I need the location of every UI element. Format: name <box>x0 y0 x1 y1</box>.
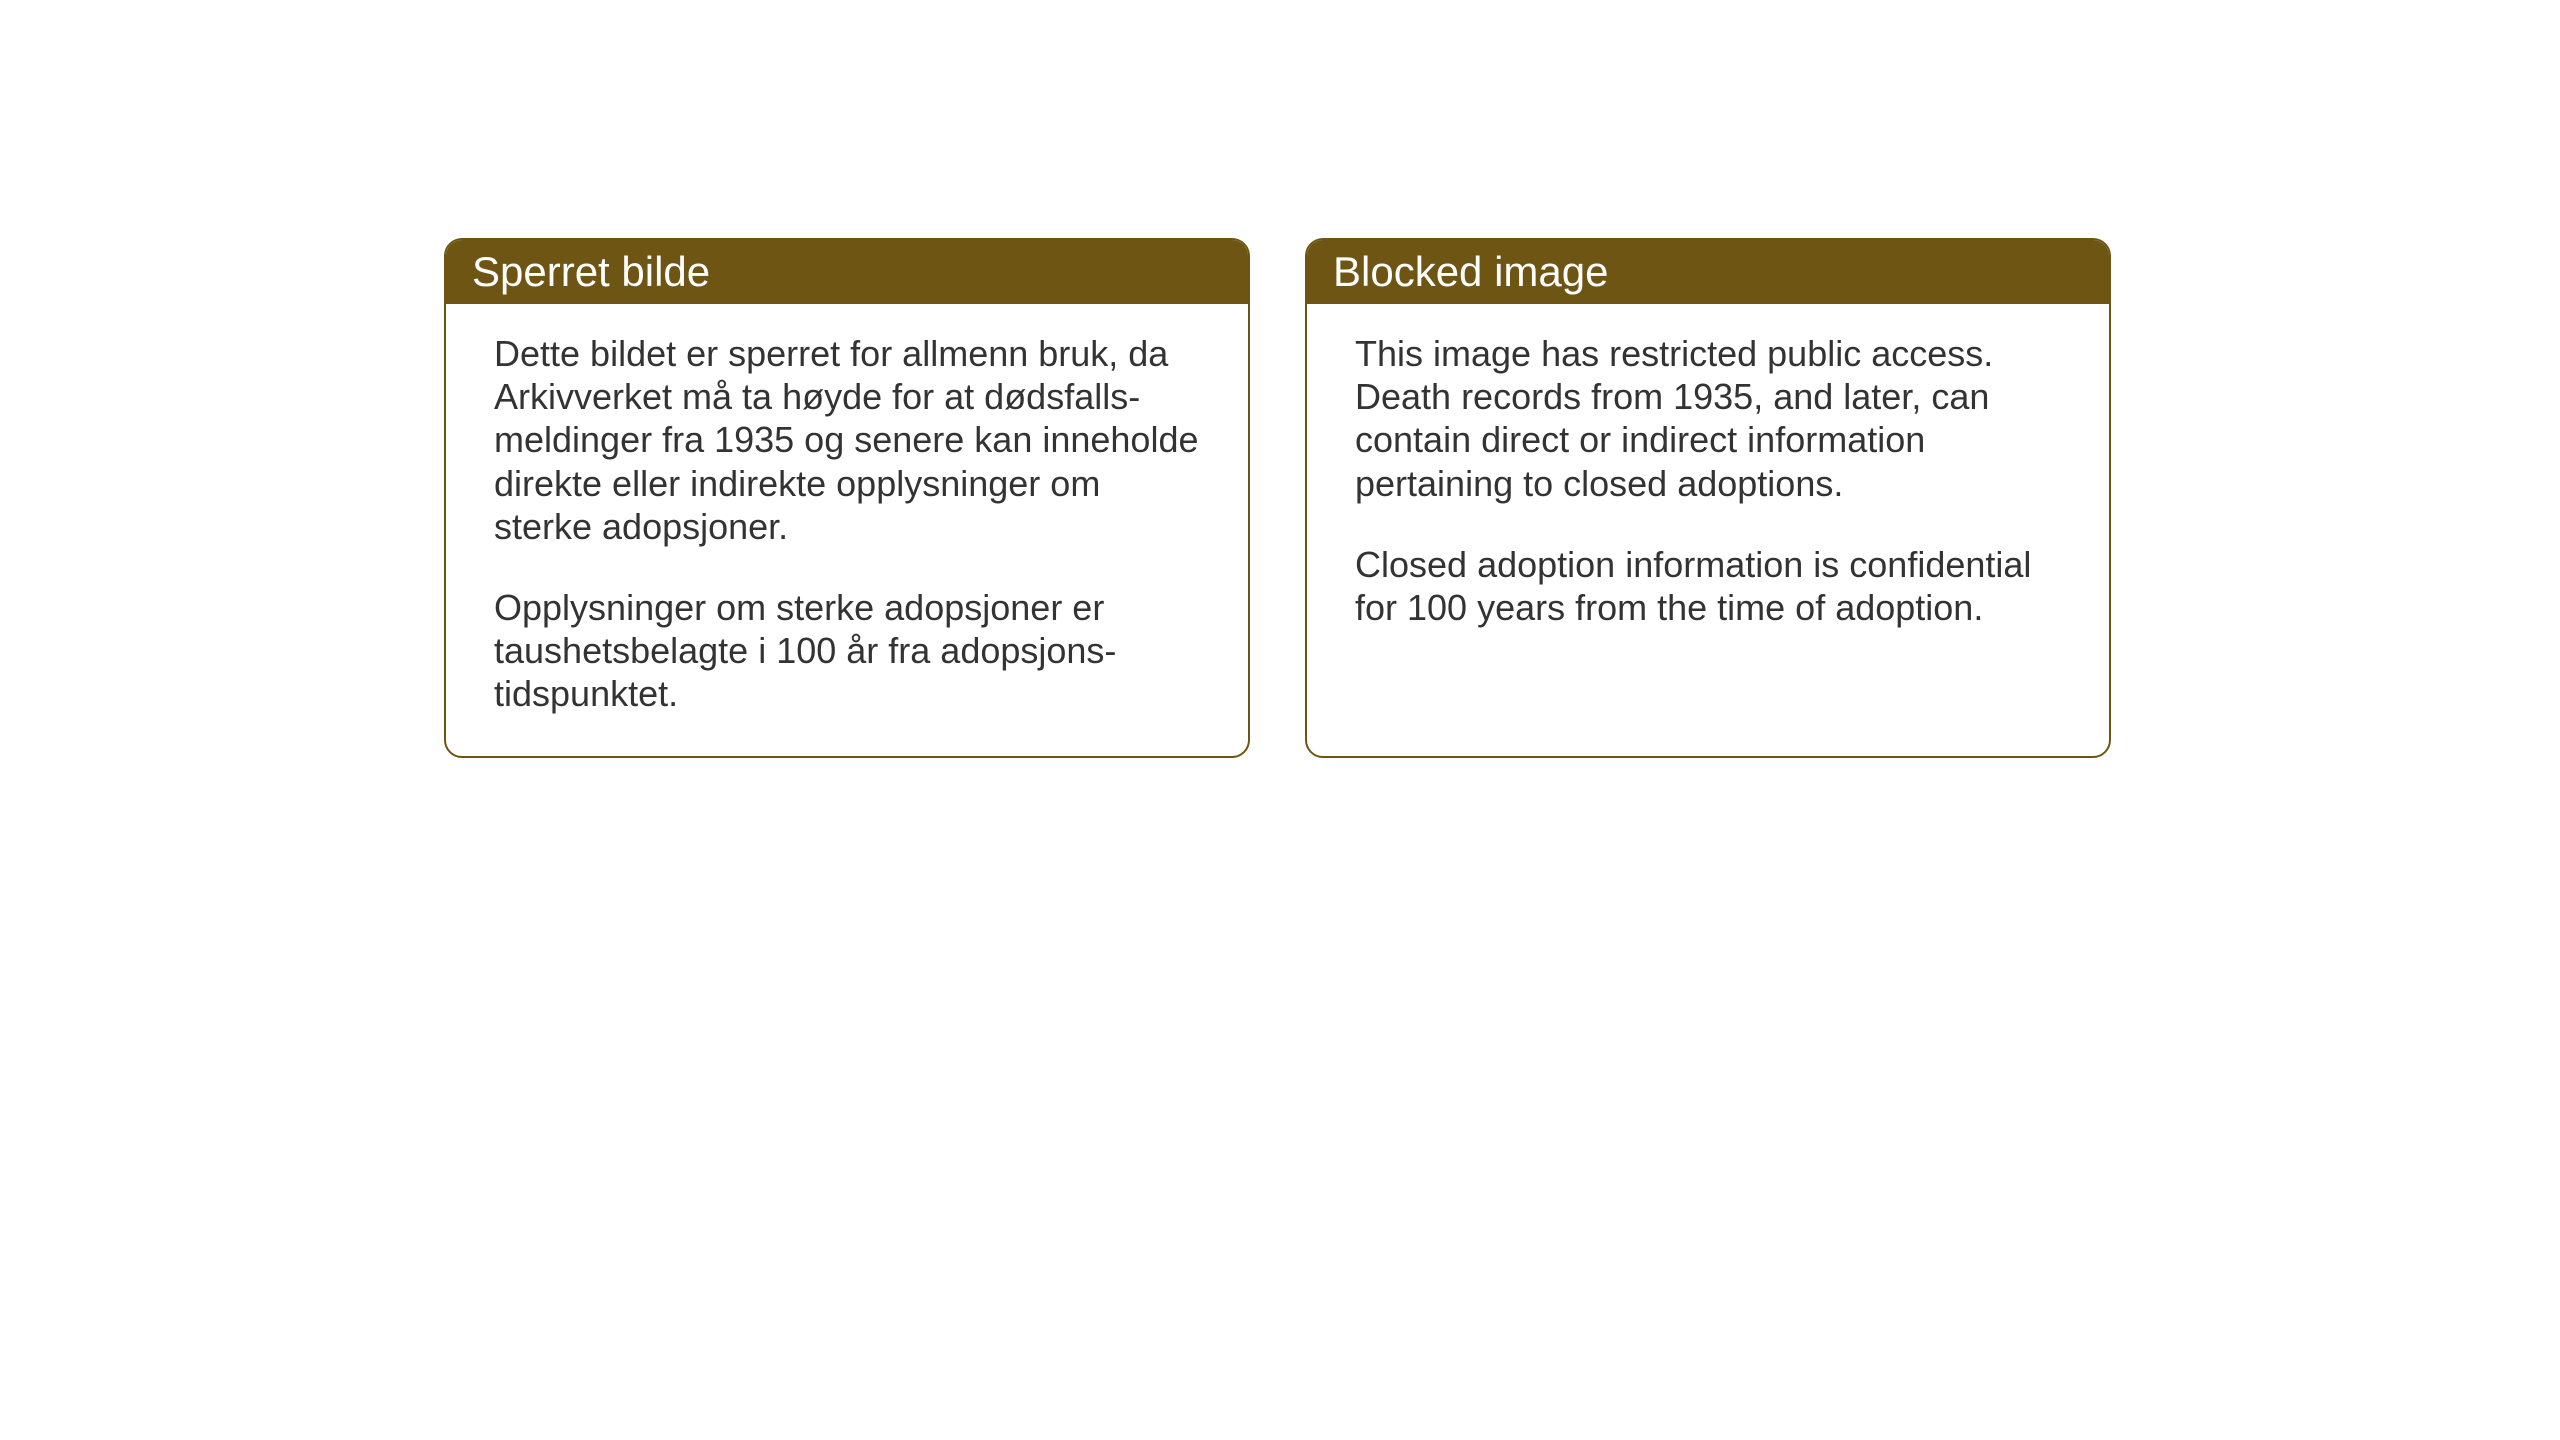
cards-container: Sperret bilde Dette bildet er sperret fo… <box>444 238 2111 758</box>
card-norwegian-body: Dette bildet er sperret for allmenn bruk… <box>446 304 1248 756</box>
card-norwegian-header: Sperret bilde <box>446 240 1248 304</box>
card-norwegian-paragraph-2: Opplysninger om sterke adopsjoner er tau… <box>494 586 1200 716</box>
card-norwegian: Sperret bilde Dette bildet er sperret fo… <box>444 238 1250 758</box>
card-english-paragraph-1: This image has restricted public access.… <box>1355 332 2061 505</box>
card-norwegian-paragraph-1: Dette bildet er sperret for allmenn bruk… <box>494 332 1200 548</box>
card-english: Blocked image This image has restricted … <box>1305 238 2111 758</box>
card-english-paragraph-2: Closed adoption information is confident… <box>1355 543 2061 629</box>
card-english-header: Blocked image <box>1307 240 2109 304</box>
card-english-body: This image has restricted public access.… <box>1307 304 2109 669</box>
